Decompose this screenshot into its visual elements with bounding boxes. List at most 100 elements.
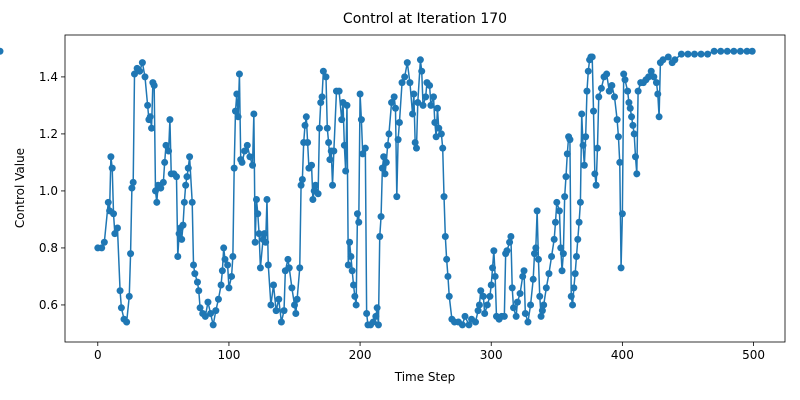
data-point	[325, 138, 333, 146]
x-axis-label: Time Step	[394, 370, 456, 384]
data-point	[416, 56, 424, 64]
data-point	[435, 124, 443, 132]
data-point	[346, 238, 354, 246]
data-point	[113, 224, 121, 232]
data-point	[361, 144, 369, 152]
data-point	[427, 101, 435, 109]
data-point	[422, 93, 430, 101]
data-point	[516, 290, 524, 298]
data-point	[382, 158, 390, 166]
data-point	[318, 93, 326, 101]
data-point	[123, 318, 131, 326]
data-point	[191, 270, 199, 278]
data-point	[311, 181, 319, 189]
data-point	[559, 250, 567, 258]
data-point	[166, 116, 174, 124]
data-point	[595, 93, 603, 101]
data-point	[162, 141, 170, 149]
data-point	[508, 284, 516, 292]
data-point	[631, 153, 639, 161]
data-point	[605, 87, 613, 95]
data-point	[151, 187, 159, 195]
data-point	[314, 190, 322, 198]
data-point	[620, 70, 628, 78]
data-point	[519, 272, 527, 280]
data-point	[291, 301, 299, 309]
data-point	[374, 321, 382, 329]
data-point	[243, 141, 251, 149]
data-point	[228, 272, 236, 280]
data-point	[647, 67, 655, 75]
plot-frame	[64, 34, 786, 343]
x-tick-label: 0	[94, 348, 102, 362]
y-tick-label: 1.2	[39, 127, 58, 141]
data-point	[369, 318, 377, 326]
data-point	[520, 267, 528, 275]
data-point	[394, 136, 402, 144]
data-point	[625, 99, 633, 107]
data-point	[172, 173, 180, 181]
data-point	[304, 138, 312, 146]
data-point	[280, 307, 288, 315]
data-point	[250, 110, 258, 118]
data-point	[131, 70, 139, 78]
data-point	[510, 304, 518, 312]
data-point	[531, 250, 539, 258]
data-point	[542, 284, 550, 292]
data-point	[377, 213, 385, 221]
data-point	[217, 281, 225, 289]
data-point	[406, 79, 414, 87]
data-point	[384, 141, 392, 149]
data-point	[664, 53, 672, 61]
data-point	[309, 195, 317, 203]
data-point	[548, 252, 556, 260]
data-point	[458, 321, 466, 329]
data-point	[439, 144, 447, 152]
data-point	[221, 255, 229, 263]
data-point	[326, 156, 334, 164]
data-point	[621, 76, 629, 84]
data-point	[430, 93, 438, 101]
data-point	[395, 119, 403, 127]
data-point	[136, 67, 144, 75]
data-point	[356, 90, 364, 98]
data-point	[487, 281, 495, 289]
data-point	[252, 195, 260, 203]
data-point	[433, 104, 441, 112]
data-point	[579, 141, 587, 149]
data-point	[736, 47, 744, 55]
data-point	[153, 198, 161, 206]
data-point	[445, 292, 453, 300]
data-point	[188, 198, 196, 206]
data-point	[0, 47, 4, 55]
data-point	[551, 218, 559, 226]
data-point	[111, 230, 119, 238]
chart-title: Control at Iteration 170	[343, 11, 507, 27]
data-point	[108, 164, 116, 172]
data-point	[104, 198, 112, 206]
data-point	[527, 301, 535, 309]
data-point	[537, 312, 545, 320]
data-point	[301, 121, 309, 129]
data-point	[378, 164, 386, 172]
data-point	[344, 261, 352, 269]
data-point	[298, 176, 306, 184]
data-point	[410, 90, 418, 98]
data-point	[388, 99, 396, 107]
data-point	[209, 321, 217, 329]
data-point	[411, 138, 419, 146]
data-point	[359, 150, 367, 158]
data-point	[117, 304, 125, 312]
data-point	[262, 238, 270, 246]
data-point	[224, 261, 232, 269]
data-point	[390, 93, 398, 101]
data-point	[292, 309, 300, 317]
data-point	[129, 178, 137, 186]
data-point	[233, 90, 241, 98]
data-point	[583, 87, 591, 95]
data-point	[652, 79, 660, 87]
data-point	[521, 309, 529, 317]
data-point	[540, 301, 548, 309]
data-point	[372, 312, 380, 320]
